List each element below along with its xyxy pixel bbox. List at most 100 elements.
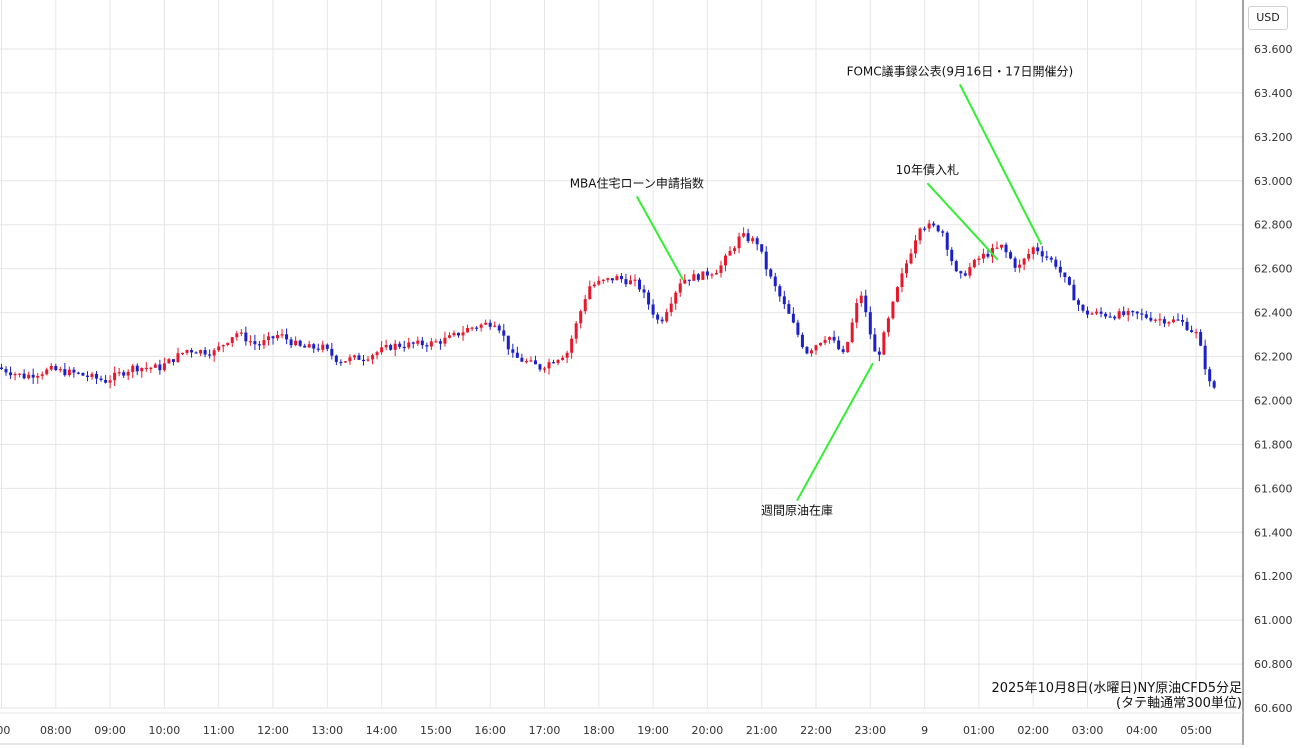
candle-body <box>402 346 406 349</box>
candle-body <box>407 342 411 348</box>
candle-body <box>651 304 655 315</box>
candle-body <box>533 360 537 365</box>
candle-body <box>905 263 908 274</box>
candle-body <box>411 342 415 344</box>
candle-body <box>1090 313 1094 315</box>
candle-body <box>968 267 972 276</box>
y-tick-label: 62.600 <box>1254 263 1293 276</box>
x-tick-label: 16:00 <box>474 724 506 737</box>
candle-body <box>1095 311 1099 314</box>
candle-body <box>660 319 664 322</box>
x-tick-label: 9 <box>921 724 928 737</box>
candle-body <box>538 364 542 370</box>
chart-caption: 2025年10月8日(水曜日)NY原油CFD5分足 (タテ軸通常300単位) <box>991 681 1242 711</box>
candle-body <box>1086 310 1089 315</box>
y-tick-label: 60.600 <box>1254 702 1293 715</box>
candle-body <box>190 350 194 353</box>
candle-body <box>724 255 727 266</box>
currency-selector[interactable]: USD <box>1248 6 1288 30</box>
x-tick-label: 14:00 <box>366 724 398 737</box>
y-tick-label: 63.600 <box>1254 43 1293 56</box>
candle-body <box>461 332 465 336</box>
candle-body <box>923 228 927 230</box>
x-tick-label: 23:00 <box>854 724 886 737</box>
candle-body <box>339 361 343 364</box>
candle-body <box>398 343 402 347</box>
candle-body <box>199 350 203 354</box>
caption-line-2: (タテ軸通常300単位) <box>1116 696 1242 711</box>
candle-body <box>22 373 26 379</box>
candle-body <box>1000 244 1004 248</box>
x-tick-label: 18:00 <box>583 724 615 737</box>
candle-body <box>954 261 958 272</box>
candle-body <box>221 344 225 347</box>
candle-body <box>769 269 773 277</box>
candle-body <box>701 271 705 280</box>
candle-body <box>357 355 361 360</box>
candle-body <box>289 339 293 346</box>
candle-layer <box>0 219 1216 390</box>
candle-body <box>176 353 180 362</box>
candle-body <box>914 240 918 254</box>
candle-body <box>832 336 836 341</box>
candle-body <box>556 360 560 363</box>
candle-body <box>710 274 714 276</box>
x-tick-label: 08:00 <box>40 724 72 737</box>
candle-body <box>144 367 148 370</box>
candle-body <box>1140 313 1144 315</box>
y-tick-label: 62.000 <box>1254 394 1293 407</box>
candle-body <box>502 330 506 336</box>
candle-body <box>1036 247 1040 252</box>
candle-body <box>1149 317 1153 321</box>
candle-body <box>823 339 827 343</box>
y-tick-label: 62.800 <box>1254 219 1293 232</box>
candle-body <box>466 328 470 333</box>
candle-body <box>90 373 94 377</box>
candle-body <box>1081 304 1085 311</box>
candle-body <box>751 238 755 242</box>
candle-body <box>58 369 62 371</box>
candle-body <box>1027 253 1031 259</box>
y-tick-label: 63.400 <box>1254 87 1293 100</box>
candle-body <box>506 335 510 350</box>
candle-body <box>791 313 795 323</box>
candle-body <box>891 301 895 319</box>
candle-body <box>837 340 841 350</box>
candle-body <box>420 340 424 346</box>
candle-body <box>167 359 171 364</box>
candle-body <box>624 279 628 285</box>
candle-body <box>552 362 556 364</box>
candle-body <box>864 295 868 313</box>
x-tick-label: 05:00 <box>1180 724 1212 737</box>
x-tick-label: 21:00 <box>746 724 778 737</box>
candle-body <box>895 287 899 302</box>
candle-body <box>642 289 646 293</box>
candle-body <box>981 253 985 259</box>
candle-body <box>113 372 117 381</box>
candle-body <box>153 364 157 368</box>
candle-body <box>253 341 257 345</box>
candle-body <box>248 341 252 343</box>
candle-body <box>511 349 515 353</box>
candle-body <box>705 271 709 276</box>
candle-body <box>683 279 687 284</box>
annotation-line <box>959 83 1043 245</box>
candle-body <box>1185 321 1189 331</box>
candle-body <box>117 372 121 374</box>
candle-body <box>244 332 248 342</box>
candle-body <box>185 350 189 353</box>
annotation-label: 10年債入札 <box>896 162 959 177</box>
x-tick-label: 13:00 <box>311 724 343 737</box>
candle-body <box>140 367 144 372</box>
candle-body <box>846 342 850 353</box>
candle-body <box>54 365 58 371</box>
candle-body <box>719 265 723 273</box>
candle-body <box>280 334 284 336</box>
candle-body <box>330 348 334 356</box>
candle-body <box>1063 272 1067 278</box>
candle-body <box>868 312 872 335</box>
candle-body <box>1004 244 1008 253</box>
candle-body <box>986 253 990 257</box>
candle-body <box>588 286 592 300</box>
